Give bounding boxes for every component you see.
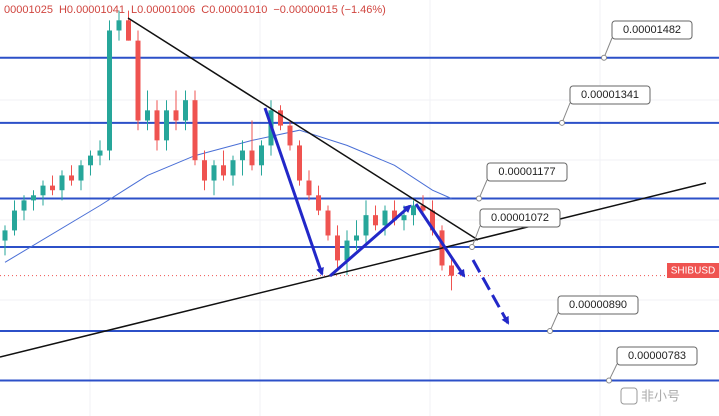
candle-body bbox=[354, 235, 359, 241]
candle-body bbox=[126, 20, 131, 41]
arrow bbox=[414, 203, 466, 278]
arrow bbox=[329, 204, 412, 278]
label-connector bbox=[561, 102, 571, 124]
candle-body bbox=[59, 175, 65, 191]
candle-body bbox=[69, 175, 74, 181]
label-box bbox=[486, 162, 568, 182]
candle-body bbox=[287, 125, 293, 146]
candle-body bbox=[107, 30, 112, 151]
label-anchor bbox=[469, 244, 475, 251]
candle-body bbox=[192, 100, 198, 161]
watermark: 非小号 bbox=[641, 388, 680, 403]
label-connector bbox=[608, 363, 618, 381]
label-box bbox=[557, 295, 639, 315]
level-label: 0.00000783 bbox=[628, 350, 686, 362]
label-box bbox=[611, 20, 693, 40]
candle-body bbox=[259, 145, 264, 166]
watermark-logo bbox=[620, 387, 638, 405]
candle-body bbox=[297, 145, 302, 181]
candle-body bbox=[183, 100, 188, 121]
candle-body bbox=[278, 110, 283, 126]
arrow bbox=[471, 259, 510, 325]
candle-body bbox=[202, 160, 207, 181]
symbol-tag bbox=[667, 263, 719, 278]
candle-body bbox=[430, 210, 435, 231]
candle-body bbox=[411, 205, 416, 216]
candle-body bbox=[50, 185, 55, 191]
candle-body bbox=[145, 110, 150, 121]
trend-line bbox=[127, 17, 479, 241]
candle-body bbox=[97, 150, 103, 156]
candle-body bbox=[88, 155, 93, 166]
arrow bbox=[263, 107, 324, 276]
label-connector bbox=[478, 179, 488, 199]
level-label: 0.00001482 bbox=[623, 24, 681, 36]
ohlc-value: L0.00001006 bbox=[131, 4, 195, 16]
candle-body bbox=[335, 235, 340, 261]
level-label: 0.00000890 bbox=[569, 299, 627, 311]
candle-body bbox=[21, 200, 27, 211]
label-connector bbox=[471, 225, 481, 248]
candle-body bbox=[40, 185, 46, 196]
ohlc-header: 00001025 H0.00001041 L0.00001006 C0.0000101… bbox=[4, 4, 386, 16]
ohlc-value: 00001025 bbox=[4, 4, 53, 16]
candle-body bbox=[173, 110, 179, 121]
candle-body bbox=[116, 20, 122, 31]
ohlc-value: C0.00001010 bbox=[201, 4, 267, 16]
ohlc-value: −0.00000015 (−1.46%) bbox=[273, 4, 386, 16]
candle-body bbox=[249, 150, 255, 166]
candle-body bbox=[382, 210, 388, 226]
candle-body bbox=[31, 195, 36, 201]
candle-body bbox=[154, 110, 160, 141]
candle-body bbox=[449, 265, 454, 276]
candle-body bbox=[420, 205, 426, 211]
drawings bbox=[0, 17, 707, 358]
level-label: 0.00001177 bbox=[498, 166, 555, 178]
candle-body bbox=[325, 210, 331, 236]
candle-body bbox=[373, 215, 378, 226]
label-anchor bbox=[606, 377, 612, 384]
label-connector bbox=[549, 312, 559, 332]
label-box bbox=[616, 346, 698, 366]
candle-body bbox=[316, 195, 321, 211]
level-label: 0.00001341 bbox=[581, 89, 639, 101]
label-anchor bbox=[559, 119, 565, 126]
candle-body bbox=[164, 110, 169, 141]
candle-body bbox=[392, 210, 397, 221]
candle-body bbox=[240, 150, 245, 161]
candle-body bbox=[344, 240, 350, 261]
candle-body bbox=[401, 215, 407, 221]
candle-body bbox=[2, 230, 8, 241]
label-anchor bbox=[476, 195, 482, 202]
candle-body bbox=[211, 165, 217, 181]
candle-body bbox=[306, 180, 312, 196]
candle-body bbox=[78, 165, 84, 181]
label-anchor bbox=[547, 328, 553, 335]
level-label: 0.00001072 bbox=[491, 212, 549, 224]
candle-body bbox=[221, 165, 226, 176]
label-anchor bbox=[601, 54, 607, 61]
candle-body bbox=[230, 160, 236, 176]
candle-body bbox=[135, 40, 141, 121]
trend-line bbox=[0, 182, 707, 358]
label-connector bbox=[603, 37, 613, 58]
candle-body bbox=[363, 215, 369, 236]
symbol-label: SHIBUSD bbox=[671, 266, 715, 277]
label-box bbox=[569, 85, 651, 105]
label-box bbox=[479, 208, 561, 228]
candle-body bbox=[12, 210, 17, 231]
ohlc-value: H0.00001041 bbox=[59, 4, 125, 16]
